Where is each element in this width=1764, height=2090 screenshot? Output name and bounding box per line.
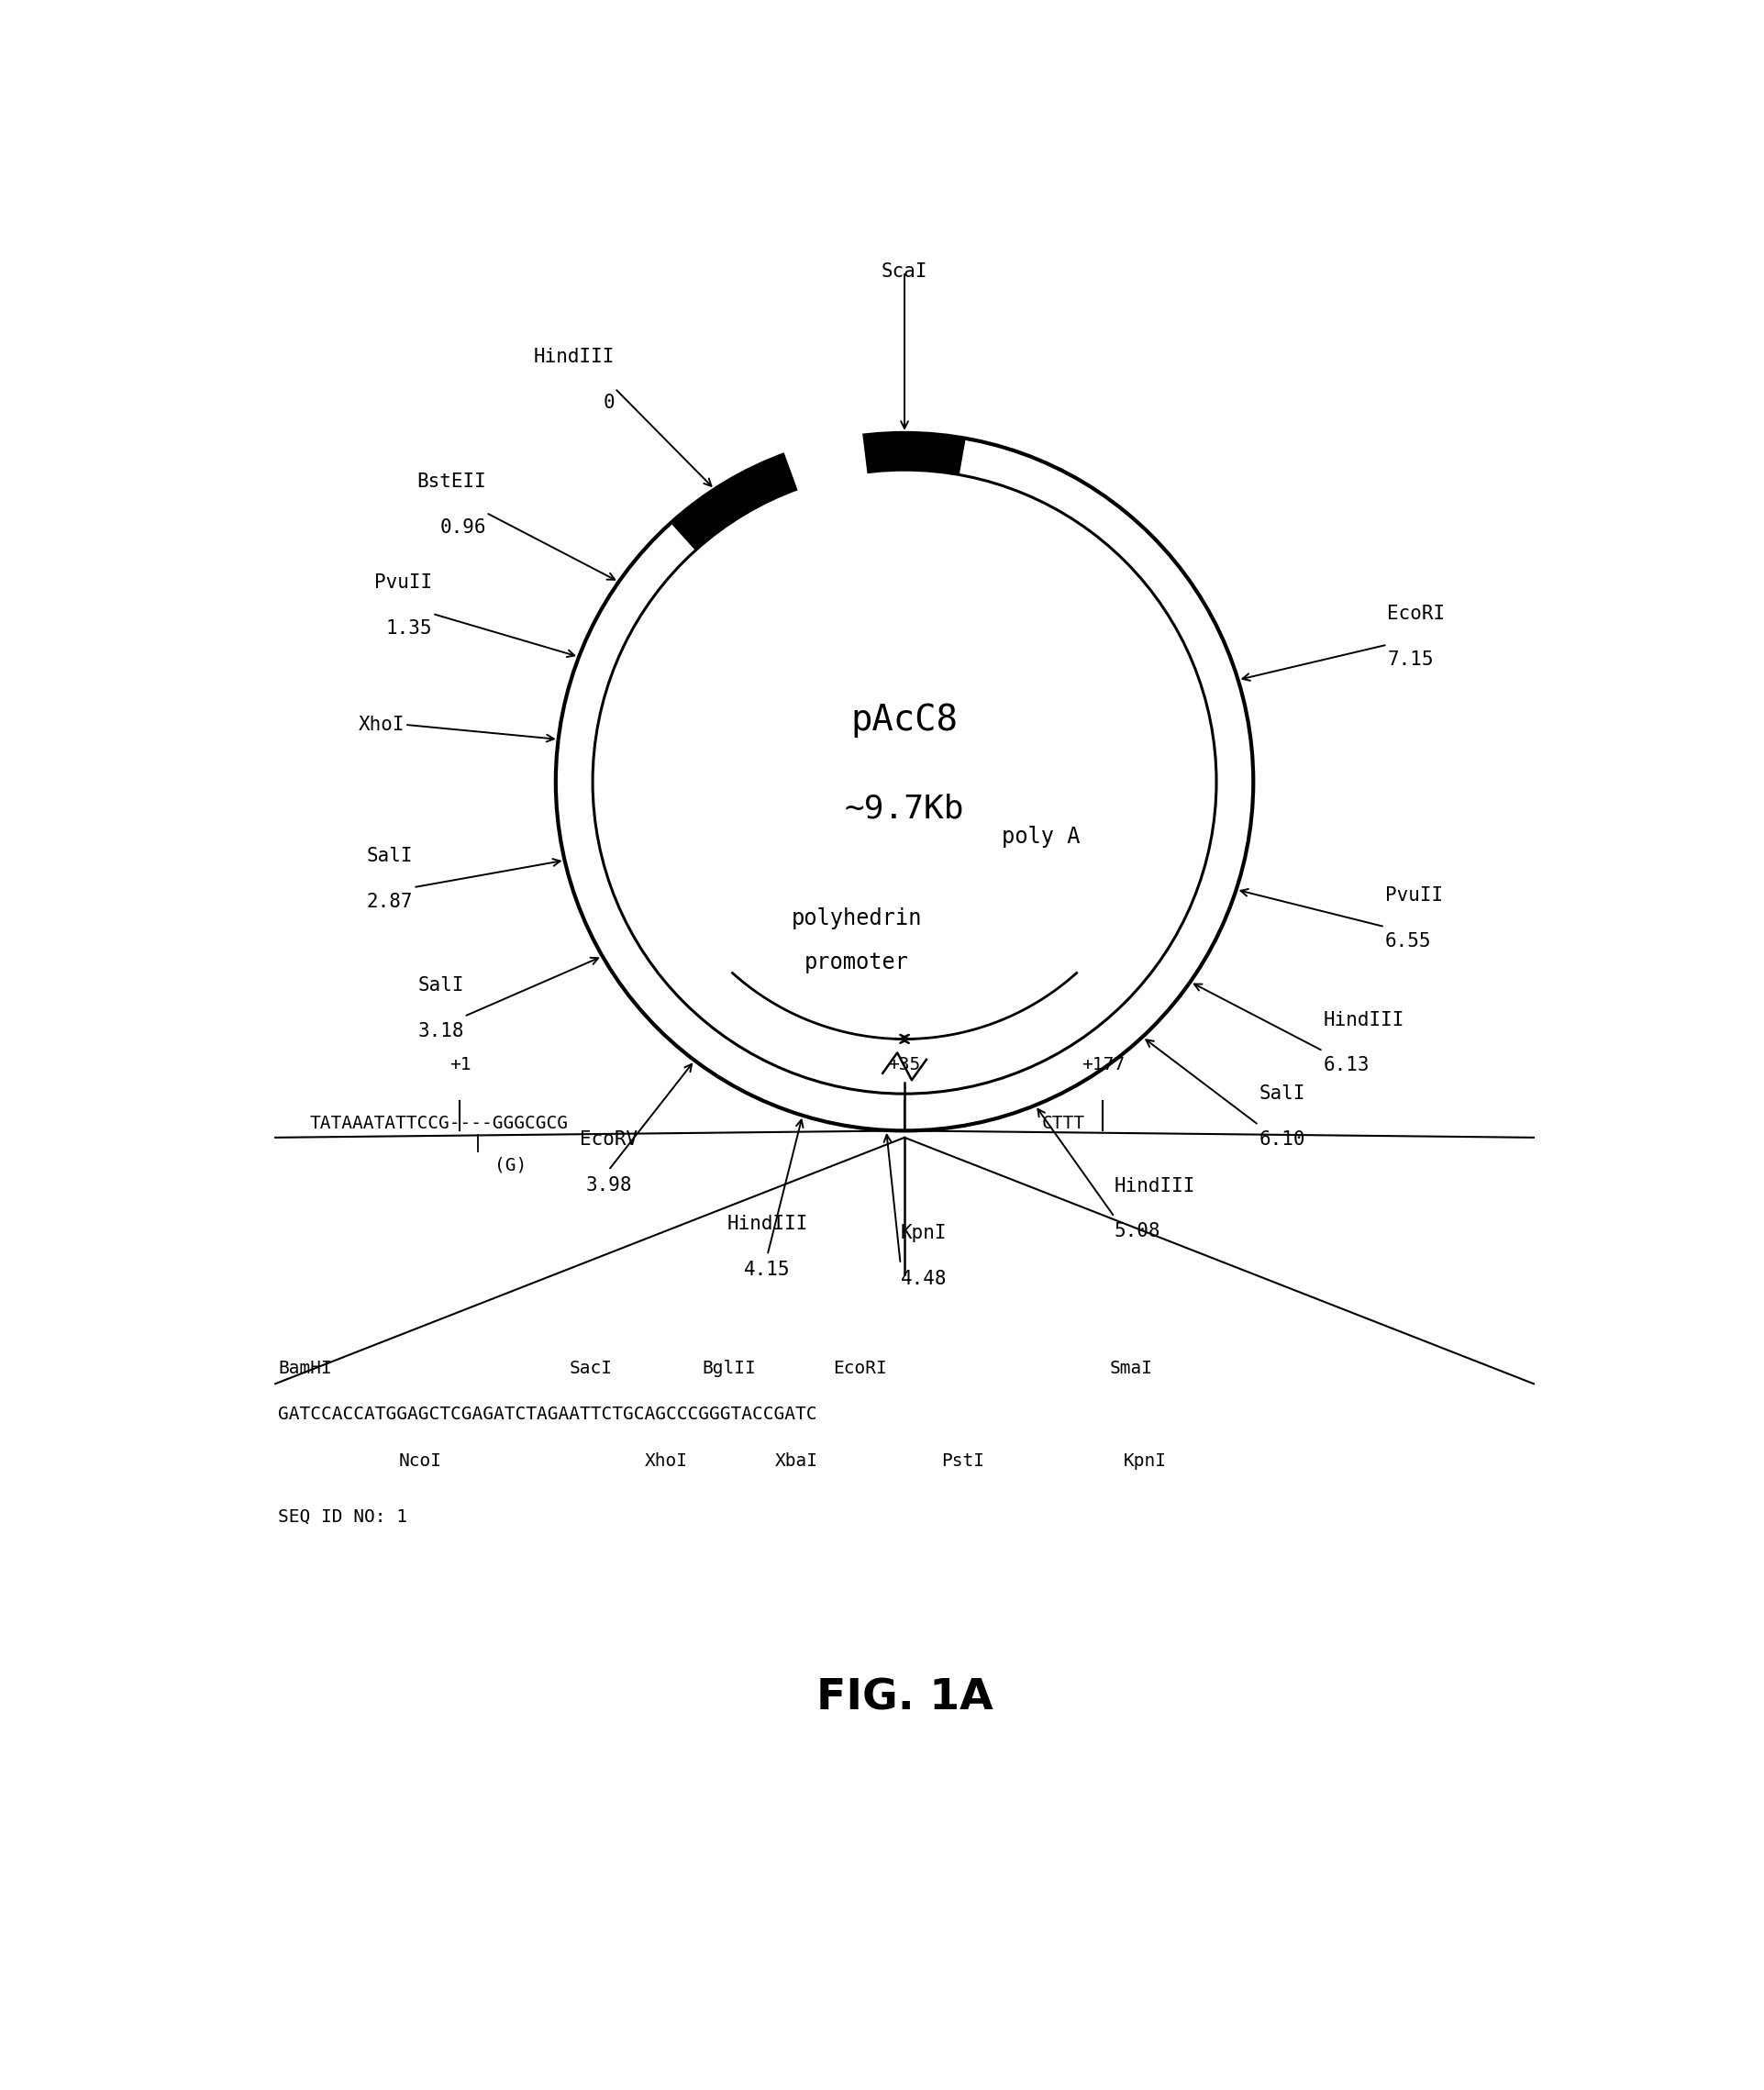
Text: XhoI: XhoI [358,715,404,734]
Text: promoter: promoter [804,951,908,974]
Text: KpnI: KpnI [1124,1453,1166,1469]
Text: BglII: BglII [702,1358,755,1377]
Text: 0.96: 0.96 [439,518,485,537]
Text: 1.35: 1.35 [386,619,432,637]
Text: GATCCACCATGGAGCTCGAGATCTAGAATTCTGCAGCCCGGGTACCGATC: GATCCACCATGGAGCTCGAGATCTAGAATTCTGCAGCCCG… [279,1404,817,1423]
Text: ~9.7Kb: ~9.7Kb [845,794,963,826]
Text: CTTT: CTTT [1041,1116,1083,1133]
Text: BamHI: BamHI [279,1358,332,1377]
Text: HindIII: HindIII [1323,1012,1404,1028]
Text: SalI: SalI [418,976,464,995]
Text: 4.48: 4.48 [900,1269,946,1287]
Polygon shape [783,431,866,493]
Text: HindIII: HindIII [727,1214,808,1233]
Text: PstI: PstI [940,1453,984,1469]
Text: SalI: SalI [367,846,413,865]
Text: XbaI: XbaI [774,1453,817,1469]
Text: ScaI: ScaI [880,263,928,280]
Text: TATAAATATTCCG----GGGCGCG: TATAAATATTCCG----GGGCGCG [309,1116,568,1133]
Text: SmaI: SmaI [1110,1358,1152,1377]
Text: HindIII: HindIII [1113,1177,1194,1195]
Text: 6.55: 6.55 [1385,932,1431,951]
Text: 6.10: 6.10 [1258,1131,1304,1150]
Text: 3.98: 3.98 [586,1177,632,1193]
Text: XhoI: XhoI [644,1453,688,1469]
Polygon shape [670,433,965,550]
Text: (G): (G) [494,1156,526,1175]
Text: SalI: SalI [1258,1085,1304,1104]
Text: 6.13: 6.13 [1323,1055,1369,1074]
Text: 5.08: 5.08 [1113,1223,1161,1241]
Text: 4.15: 4.15 [744,1260,790,1279]
Text: 0: 0 [603,393,614,412]
Text: PvuII: PvuII [374,573,432,591]
Text: pAcC8: pAcC8 [850,702,958,738]
Text: SacI: SacI [570,1358,612,1377]
Text: KpnI: KpnI [900,1225,946,1241]
Text: EcoRI: EcoRI [1387,604,1445,623]
Text: PvuII: PvuII [1385,886,1441,905]
Text: 3.18: 3.18 [418,1022,464,1041]
Text: FIG. 1A: FIG. 1A [815,1678,993,1720]
Text: polyhedrin: polyhedrin [790,907,921,930]
Text: SEQ ID NO: 1: SEQ ID NO: 1 [279,1507,407,1526]
Text: +1: +1 [450,1055,471,1074]
Text: HindIII: HindIII [533,349,614,366]
Text: BstEII: BstEII [416,472,485,491]
Text: NcoI: NcoI [399,1453,441,1469]
Text: EcoRI: EcoRI [833,1358,887,1377]
Text: 7.15: 7.15 [1387,650,1432,669]
Text: EcoRV: EcoRV [579,1131,637,1147]
Text: +35: +35 [887,1055,921,1074]
Text: +177: +177 [1081,1055,1124,1074]
Text: poly A: poly A [1002,826,1080,849]
Text: 2.87: 2.87 [367,892,413,911]
